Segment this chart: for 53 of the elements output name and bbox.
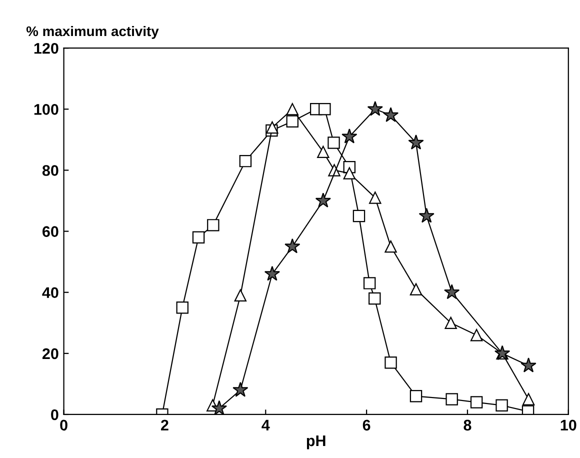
point xyxy=(446,393,458,406)
y-tick-label: 120 xyxy=(34,42,58,54)
point xyxy=(328,136,340,149)
y-tick-label: 80 xyxy=(42,165,58,176)
x-tick-label: 4 xyxy=(262,420,270,430)
x-tick-label: 10 xyxy=(560,420,576,431)
point xyxy=(284,238,300,254)
point xyxy=(367,100,383,116)
point xyxy=(286,103,298,116)
point xyxy=(207,219,220,232)
point xyxy=(522,393,535,406)
point xyxy=(342,128,358,144)
y-tick-label: 60 xyxy=(42,226,58,237)
point xyxy=(444,284,460,300)
point xyxy=(317,146,330,158)
point xyxy=(470,328,483,342)
point xyxy=(382,107,399,122)
point xyxy=(520,357,536,372)
x-tick-label: 6 xyxy=(362,420,370,431)
point xyxy=(176,302,188,314)
point xyxy=(496,399,508,412)
point xyxy=(410,283,422,296)
point xyxy=(343,167,356,180)
point xyxy=(384,356,397,369)
y-tick-label: 20 xyxy=(42,348,58,360)
point xyxy=(234,289,247,302)
x-tick-label: 0 xyxy=(60,420,68,431)
x-axis-title: pH xyxy=(306,436,326,450)
point xyxy=(444,316,457,329)
point xyxy=(211,400,228,414)
point xyxy=(363,277,376,290)
point xyxy=(384,240,397,253)
y-tick-label: 40 xyxy=(42,287,58,298)
point xyxy=(369,192,382,204)
point xyxy=(318,103,331,116)
point xyxy=(315,192,331,208)
point xyxy=(368,292,381,305)
point xyxy=(239,154,252,168)
x-tick-label: 2 xyxy=(161,420,168,430)
point xyxy=(410,390,422,402)
point xyxy=(232,382,248,397)
y-tick-label: 0 xyxy=(51,409,58,420)
point xyxy=(192,231,205,244)
point xyxy=(266,121,278,134)
point xyxy=(408,134,424,150)
y-axis-title: % maximum activity xyxy=(26,26,159,39)
point xyxy=(352,210,366,222)
x-tick-label: 8 xyxy=(464,420,472,431)
point xyxy=(418,208,434,223)
point xyxy=(470,396,483,408)
y-tick-label: 100 xyxy=(34,104,58,115)
point xyxy=(264,266,280,281)
point xyxy=(286,115,298,128)
